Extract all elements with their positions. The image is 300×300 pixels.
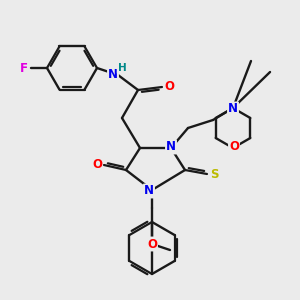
Text: S: S: [210, 169, 218, 182]
Text: O: O: [92, 158, 102, 170]
Text: O: O: [147, 238, 157, 250]
Text: N: N: [108, 68, 118, 80]
Text: N: N: [144, 184, 154, 197]
Text: F: F: [20, 61, 28, 74]
Text: N: N: [228, 103, 238, 116]
Text: O: O: [229, 140, 239, 154]
Text: O: O: [164, 80, 174, 94]
Text: H: H: [118, 63, 126, 73]
Text: N: N: [166, 140, 176, 154]
